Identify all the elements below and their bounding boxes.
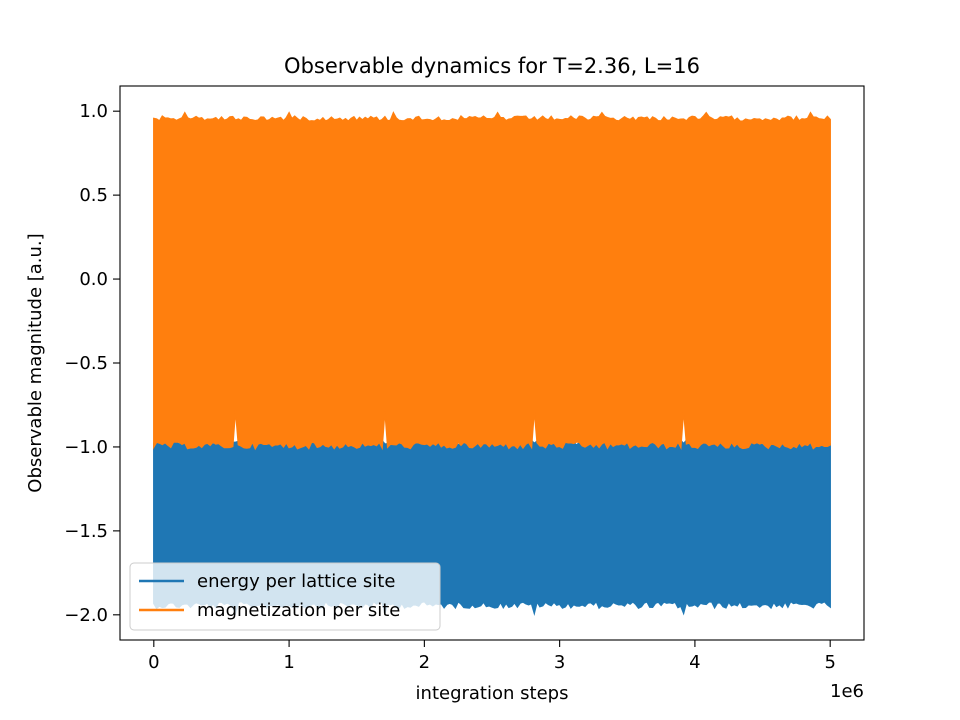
series-band-magnetization [153,111,831,451]
x-tick-label: 1 [283,652,294,673]
y-tick-label: −2.0 [64,605,108,626]
series-layer [153,111,831,616]
y-tick-label: 1.0 [79,101,108,122]
x-tick-label: 3 [554,652,565,673]
x-tick-label: 2 [419,652,430,673]
y-tick-label: −1.5 [64,521,108,542]
x-axis: 0 1 2 3 4 5 [148,640,836,673]
y-tick-label: −1.0 [64,437,108,458]
x-tick-label: 4 [689,652,700,673]
x-axis-label: integration steps [416,683,569,704]
y-axis: 1.0 0.5 0.0 −0.5 −1.0 −1.5 −2.0 [64,101,120,626]
legend-label: magnetization per site [197,600,400,621]
x-tick-label: 0 [148,652,159,673]
y-tick-label: −0.5 [64,353,108,374]
chart-title: Observable dynamics for T=2.36, L=16 [284,54,700,78]
legend-label: energy per lattice site [197,571,395,592]
y-tick-label: 0.5 [79,185,108,206]
y-tick-label: 0.0 [79,269,108,290]
legend-box [129,562,441,631]
y-axis-label: Observable magnitude [a.u.] [25,233,46,492]
x-axis-offset-text: 1e6 [830,681,864,702]
legend: energy per lattice site magnetization per… [129,562,441,631]
x-tick-label: 5 [824,652,835,673]
